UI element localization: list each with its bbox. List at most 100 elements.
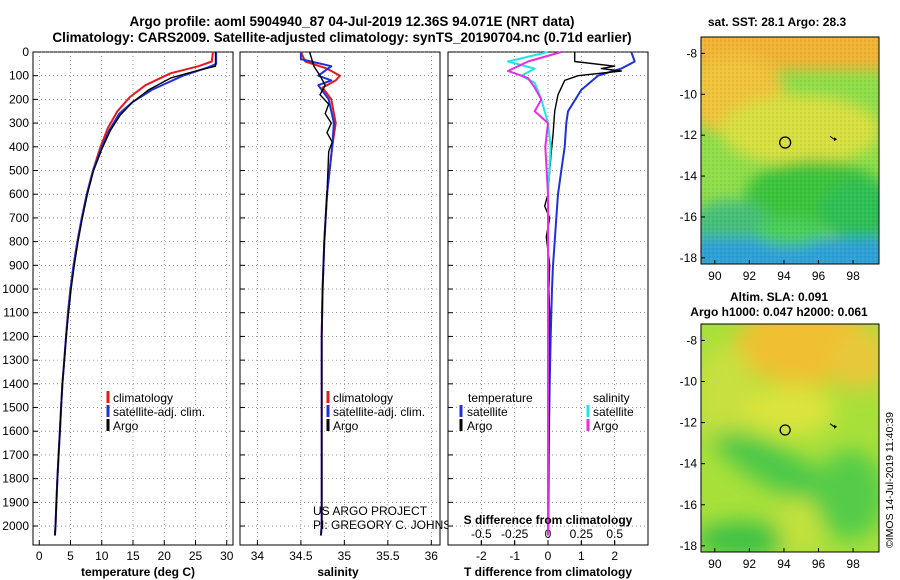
x-tick-label: 1 xyxy=(578,549,585,563)
legend-label-s-satellite: satellite xyxy=(593,405,634,419)
temperature-panel: 0100200300400500600700800900100011001200… xyxy=(2,45,233,579)
temperature-axis-label: temperature (deg C) xyxy=(81,565,195,579)
sla-map-title-line-2: Argo h1000: 0.047 h2000: 0.061 xyxy=(690,305,868,319)
map-y-tick-label: -8 xyxy=(686,46,697,60)
salinity-axis-ticks: 34 34.5 35 35.5 36 xyxy=(251,540,438,563)
figure-title-line-2: Climatology: CARS2009. Satellite-adjuste… xyxy=(52,30,631,45)
difference-legend: temperature satellite Argo salinity sate… xyxy=(459,391,634,433)
depth-tick-label: 800 xyxy=(9,235,29,249)
sst-argo-marker xyxy=(779,136,792,149)
legend-label-t-argo: Argo xyxy=(467,419,493,433)
track-segment xyxy=(829,135,835,140)
depth-tick-label: 1300 xyxy=(2,353,29,367)
depth-tick-label: 1600 xyxy=(2,424,29,438)
sla-argo-marker xyxy=(779,424,791,436)
depth-tick-label: 1500 xyxy=(2,401,29,415)
depth-tick-label: 1100 xyxy=(3,306,29,320)
legend-label-argo: Argo xyxy=(113,419,139,433)
x-tick-label: -2 xyxy=(476,549,487,563)
x-tick-label: 0 xyxy=(545,549,552,563)
map-x-tick-label: 94 xyxy=(777,269,791,283)
sst-map-panel: sat. SST: 28.1 Argo: 28.3 90 92 94 96 98 -8 -1… xyxy=(680,15,880,283)
sla-map-title-line-1: Altim. SLA: 0.091 xyxy=(730,290,828,304)
x-tick-label: 30 xyxy=(220,549,234,563)
x-tick-label: -1 xyxy=(509,549,520,563)
map-x-tick-label: 94 xyxy=(777,557,791,571)
legend-label-climatology: climatology xyxy=(333,391,393,405)
map-y-tick-label: -16 xyxy=(680,210,698,224)
depth-tick-label: 100 xyxy=(9,69,29,83)
salinity-legend: climatology satellite-adj. clim. Argo xyxy=(326,391,425,433)
depth-tick-label: 500 xyxy=(9,164,29,178)
map-y-tick-label: -12 xyxy=(680,128,698,142)
depth-tick-label: 1200 xyxy=(2,329,29,343)
sla-low-south xyxy=(701,522,785,552)
map-x-tick-label: 96 xyxy=(812,557,826,571)
series-line-argo xyxy=(308,51,333,536)
x-tick-label: 2 xyxy=(611,549,618,563)
sla-heatmap-field xyxy=(701,324,879,552)
temperature-grid xyxy=(33,51,233,545)
s-tick-label: -0.5 xyxy=(471,527,492,541)
depth-tick-label: 2000 xyxy=(2,519,29,533)
depth-tick-label: 1400 xyxy=(2,377,29,391)
s-tick-label: 0.25 xyxy=(570,527,594,541)
depth-tick-label: 1700 xyxy=(2,448,29,462)
sst-pixel-texture xyxy=(701,37,879,264)
salinity-plot-frame xyxy=(239,51,441,546)
attribution-pi: PI: GREGORY C. JOHNSON xyxy=(313,518,469,532)
depth-tick-label: 400 xyxy=(9,140,29,154)
map-y-tick-label: -18 xyxy=(680,251,698,265)
legend-label-satellite: satellite-adj. clim. xyxy=(113,405,205,419)
imos-timestamp: ©IMOS 14-Jul-2019 11:40:39 xyxy=(884,412,896,548)
depth-axis-ticks: 0 100 200 300 400 500 600 700 800 900 1000 1100 1200… xyxy=(2,45,29,533)
legend-title-temperature: temperature xyxy=(468,391,533,405)
sst-track-mark xyxy=(829,135,838,142)
sla-high-northeast xyxy=(830,330,879,390)
depth-tick-label: 1000 xyxy=(2,282,29,296)
sla-map-axes: 90 92 94 96 98 -8 -10 -12 -14 -16 -18 xyxy=(680,333,860,571)
legend-label-satellite: satellite-adj. clim. xyxy=(333,405,425,419)
sla-map-frame xyxy=(700,323,880,553)
legend-label-argo: Argo xyxy=(333,419,359,433)
legend-label-t-satellite: satellite xyxy=(467,405,508,419)
depth-tick-label: 300 xyxy=(9,116,29,130)
temperature-profile-lines xyxy=(53,51,218,536)
map-x-tick-label: 90 xyxy=(708,557,722,571)
sst-map-frame xyxy=(700,36,880,265)
x-tick-label: 34.5 xyxy=(289,549,313,563)
salinity-axis-label: salinity xyxy=(317,565,359,579)
s-tick-label: -0.25 xyxy=(501,527,529,541)
difference-panel: -2 -1 0 1 2 -0.5 -0.25 0 0.25 0.5 S difference f… xyxy=(447,51,649,579)
depth-tick-label: 700 xyxy=(9,211,29,225)
figure-title-line-1: Argo profile: aoml 5904940_87 04-Jul-201… xyxy=(130,14,575,29)
depth-tick-label: 900 xyxy=(9,258,29,272)
x-tick-label: 35.5 xyxy=(376,549,400,563)
map-y-tick-label: -10 xyxy=(680,375,698,389)
map-x-tick-label: 98 xyxy=(846,557,860,571)
depth-tick-label: 0 xyxy=(22,45,29,59)
sla-map-panel: Altim. SLA: 0.091 Argo h1000: 0.047 h200… xyxy=(680,290,880,571)
sla-yellow-south xyxy=(780,497,820,552)
x-tick-label: 20 xyxy=(158,549,172,563)
difference-profile-lines xyxy=(507,51,636,536)
map-y-tick-label: -10 xyxy=(680,87,698,101)
map-y-tick-label: -18 xyxy=(680,539,698,553)
salinity-panel: 34 34.5 35 35.5 36 salinity climatology sate… xyxy=(239,51,469,579)
legend-label-climatology: climatology xyxy=(113,391,173,405)
x-tick-label: 15 xyxy=(126,549,140,563)
depth-tick-label: 200 xyxy=(9,92,29,106)
map-y-tick-label: -8 xyxy=(686,333,697,347)
track-arrow xyxy=(834,137,838,142)
legend-label-s-argo: Argo xyxy=(593,419,619,433)
track-arrow xyxy=(834,424,838,429)
temperature-axis-ticks: 0 5 10 15 20 25 30 xyxy=(36,540,234,563)
map-x-tick-label: 98 xyxy=(846,269,860,283)
sst-map-title: sat. SST: 28.1 Argo: 28.3 xyxy=(708,15,847,29)
temperature-plot-frame xyxy=(32,51,234,546)
sst-heatmap-field xyxy=(701,37,879,264)
s-tick-label: 0.5 xyxy=(606,527,623,541)
x-tick-label: 0 xyxy=(36,549,43,563)
sla-low-band xyxy=(713,430,847,510)
